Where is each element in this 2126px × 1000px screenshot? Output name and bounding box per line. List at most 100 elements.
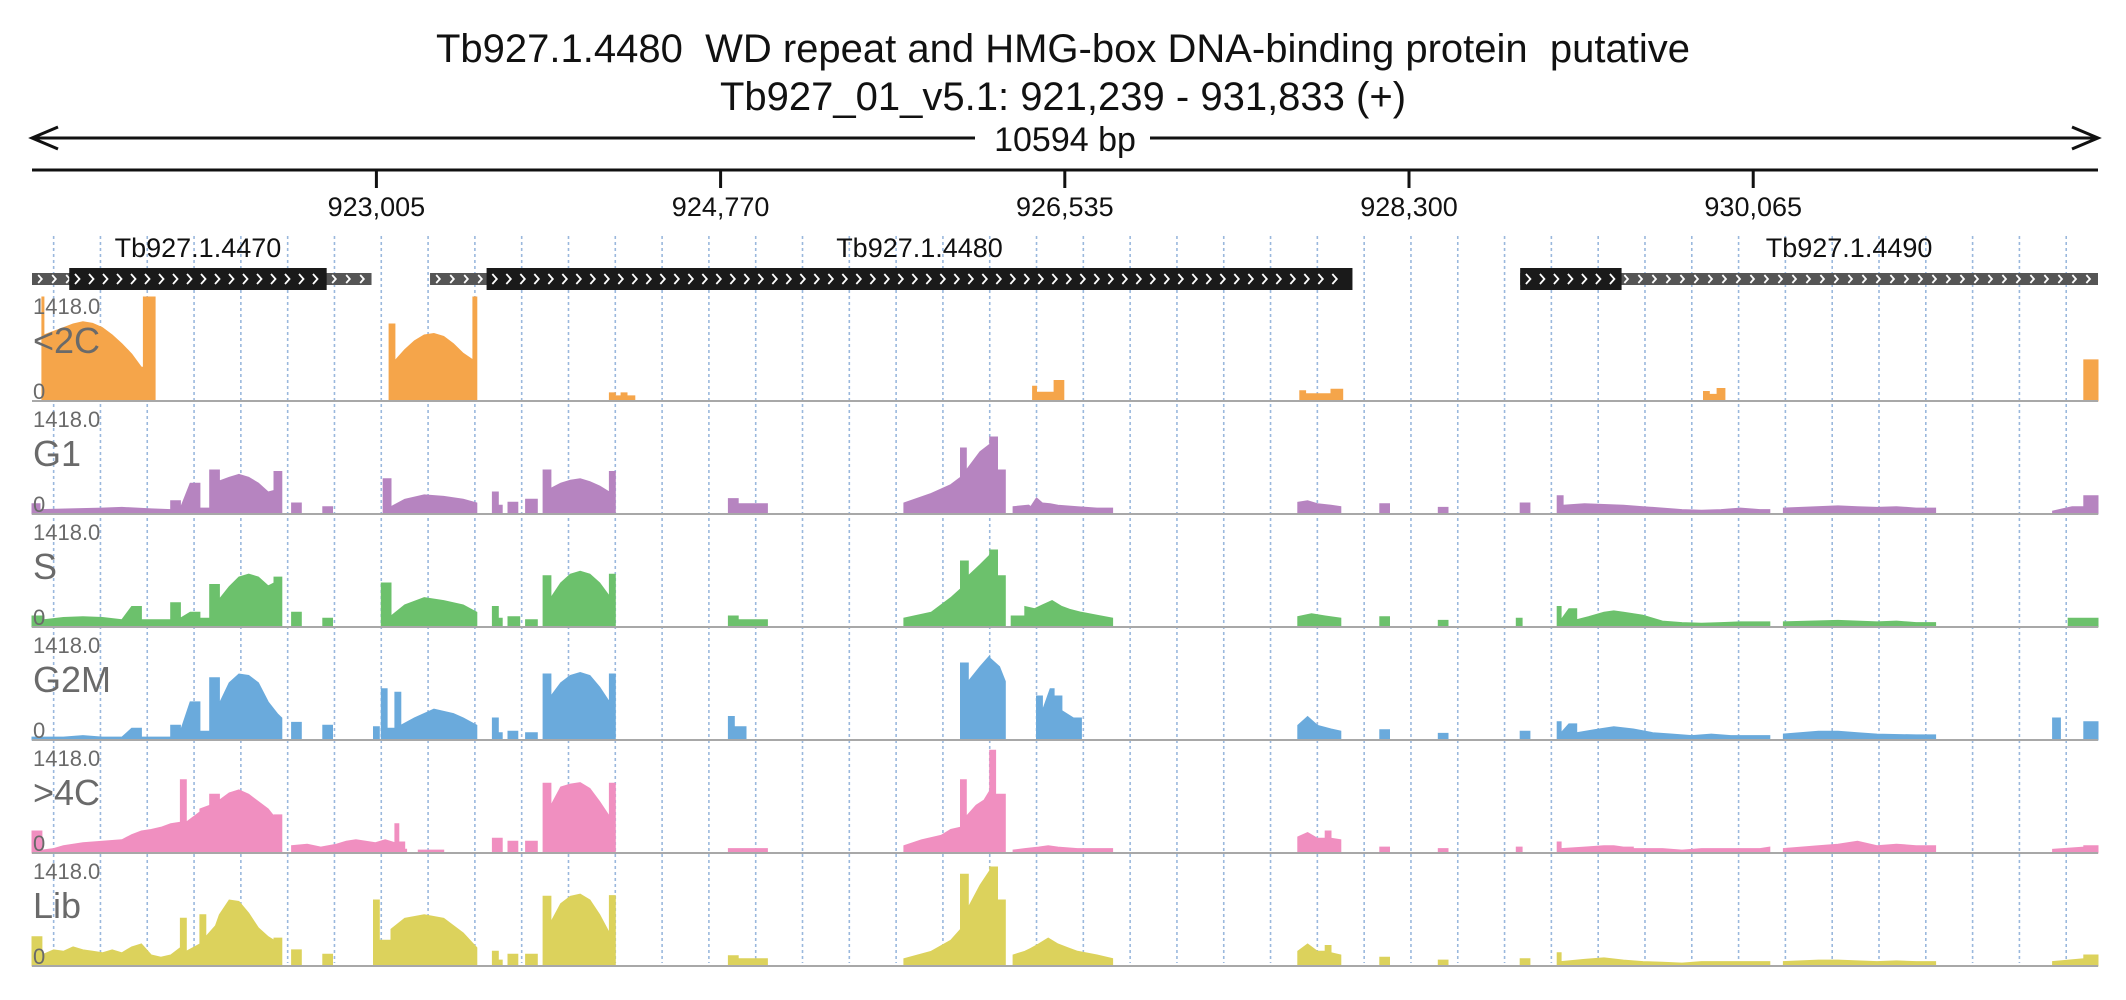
strand-arrow-icon	[645, 273, 653, 285]
gene-name-label: Tb927.1.4480	[836, 233, 1003, 263]
coverage-area-2C	[32, 296, 2099, 402]
strand-arrow-icon	[158, 273, 165, 285]
strand-arrow-icon	[1777, 274, 1784, 284]
strand-arrow-icon	[799, 273, 807, 285]
strand-arrow-icon	[2057, 274, 2064, 284]
strand-arrow-icon	[1079, 273, 1087, 285]
coverage-area-4C	[31, 749, 2099, 854]
strand-arrow-icon	[435, 274, 442, 284]
strand-arrow-icon	[1637, 274, 1644, 284]
strand-arrow-icon	[1931, 274, 1938, 284]
track-ymin-label: 0	[33, 379, 45, 404]
gene-name-label: Tb927.1.4490	[1766, 233, 1933, 263]
strand-arrow-icon	[631, 273, 639, 285]
strand-arrow-icon	[256, 273, 263, 285]
strand-arrow-icon	[575, 273, 583, 285]
strand-arrow-icon	[144, 273, 151, 285]
span-length-label: 10594 bp	[994, 121, 1136, 159]
strand-arrow-icon	[953, 273, 961, 285]
strand-arrow-icon	[1973, 274, 1980, 284]
strand-arrow-icon	[1289, 273, 1297, 285]
strand-arrow-icon	[74, 273, 81, 285]
strand-arrow-icon	[617, 273, 625, 285]
strand-arrow-icon	[1247, 273, 1255, 285]
strand-arrow-icon	[1651, 274, 1658, 284]
coverage-area-S	[31, 549, 2099, 628]
strand-arrow-icon	[1135, 273, 1143, 285]
strand-arrow-icon	[1317, 273, 1325, 285]
strand-arrow-icon	[2043, 274, 2050, 284]
strand-arrow-icon	[995, 273, 1003, 285]
strand-arrow-icon	[1707, 274, 1714, 284]
strand-arrow-icon	[939, 273, 947, 285]
track-ymin-label: 0	[33, 944, 45, 969]
x-tick-label: 924,770	[672, 192, 770, 222]
strand-arrow-icon	[1567, 273, 1574, 285]
strand-arrow-icon	[897, 273, 905, 285]
strand-arrow-icon	[1191, 273, 1199, 285]
strand-arrow-icon	[1749, 274, 1756, 284]
strand-arrow-icon	[687, 273, 695, 285]
strand-arrow-icon	[1553, 273, 1560, 285]
strand-arrow-icon	[242, 273, 249, 285]
strand-arrow-icon	[561, 273, 569, 285]
gene-cds-bar	[486, 268, 1353, 290]
gene-cds-bar	[1520, 268, 1622, 290]
strand-arrow-icon	[1833, 274, 1840, 284]
strand-arrow-icon	[589, 273, 597, 285]
track-labels: 1418.00<2C1418.00G11418.00S1418.00G2M141…	[33, 294, 111, 969]
strand-arrow-icon	[659, 273, 667, 285]
strand-arrow-icon	[1121, 273, 1129, 285]
strand-arrow-icon	[270, 273, 277, 285]
strand-arrow-icon	[51, 274, 58, 284]
strand-arrow-icon	[883, 273, 891, 285]
x-tick-label: 928,300	[1360, 192, 1458, 222]
track-ymin-label: 0	[33, 492, 45, 517]
strand-arrow-icon	[214, 273, 221, 285]
strand-arrow-icon	[1917, 274, 1924, 284]
strand-arrow-icon	[911, 273, 919, 285]
track-ymax-label: 1418.0	[33, 407, 100, 432]
x-tick-label: 926,535	[1016, 192, 1114, 222]
strand-arrow-icon	[1525, 273, 1532, 285]
track-name-label: >4C	[33, 772, 100, 813]
strand-arrow-icon	[1107, 273, 1115, 285]
strand-arrow-icon	[1595, 273, 1602, 285]
strand-arrow-icon	[331, 274, 338, 284]
strand-arrow-icon	[2015, 274, 2022, 284]
strand-arrow-icon	[284, 273, 291, 285]
strand-arrow-icon	[1581, 273, 1588, 285]
strand-arrow-icon	[1847, 274, 1854, 284]
strand-arrow-icon	[519, 273, 527, 285]
strand-arrow-icon	[1023, 273, 1031, 285]
track-ymax-label: 1418.0	[33, 859, 100, 884]
strand-arrow-icon	[172, 273, 179, 285]
strand-arrow-icon	[1959, 274, 1966, 284]
x-axis: 923,005 924,770 926,535 928,300 930,065	[32, 168, 2098, 222]
strand-arrow-icon	[1037, 273, 1045, 285]
strand-arrow-icon	[1303, 273, 1311, 285]
track-ymax-label: 1418.0	[33, 520, 100, 545]
strand-arrow-icon	[813, 273, 821, 285]
strand-arrow-icon	[785, 273, 793, 285]
strand-arrow-icon	[715, 273, 723, 285]
strand-arrow-icon	[729, 273, 737, 285]
strand-arrow-icon	[1889, 274, 1896, 284]
strand-arrow-icon	[2071, 274, 2078, 284]
strand-arrow-icon	[967, 273, 975, 285]
strand-arrow-icon	[1219, 273, 1227, 285]
strand-arrow-icon	[1609, 273, 1616, 285]
strand-arrow-icon	[1233, 273, 1241, 285]
strand-arrow-icon	[37, 274, 44, 284]
strand-arrow-icon	[505, 273, 513, 285]
strand-arrow-icon	[1275, 273, 1283, 285]
track-ymax-label: 1418.0	[33, 633, 100, 658]
strand-arrow-icon	[130, 273, 137, 285]
track-ymin-label: 0	[33, 718, 45, 743]
strand-arrow-icon	[1763, 274, 1770, 284]
strand-arrow-icon	[1065, 273, 1073, 285]
strand-arrow-icon	[1163, 273, 1171, 285]
track-name-label: S	[33, 546, 57, 587]
track-name-label: G2M	[33, 659, 111, 700]
